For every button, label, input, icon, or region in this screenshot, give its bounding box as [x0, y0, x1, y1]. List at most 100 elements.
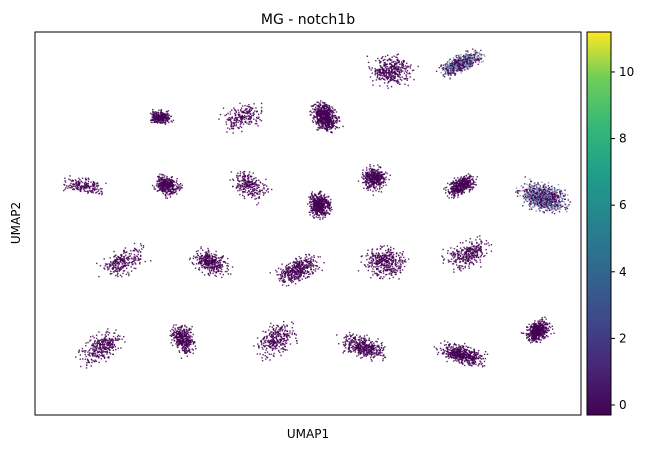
scatter-point — [320, 194, 322, 196]
scatter-point — [371, 72, 373, 74]
scatter-point — [389, 57, 391, 60]
scatter-point — [254, 122, 257, 125]
scatter-point — [87, 184, 89, 186]
scatter-point — [454, 66, 456, 68]
scatter-point — [317, 206, 319, 208]
scatter-point — [365, 182, 367, 184]
scatter-point — [465, 60, 467, 62]
scatter-point — [456, 185, 458, 187]
scatter-point — [396, 73, 398, 75]
scatter-point — [552, 192, 554, 195]
scatter-point — [396, 62, 398, 64]
scatter-point — [559, 203, 562, 206]
scatter-point — [386, 63, 388, 65]
scatter-point — [470, 186, 473, 188]
scatter-point — [240, 186, 242, 188]
scatter-point — [311, 120, 314, 122]
scatter-point — [323, 214, 325, 216]
scatter-point — [323, 203, 325, 205]
scatter-point — [320, 203, 322, 206]
scatter-point — [166, 177, 169, 180]
scatter-point — [316, 109, 319, 111]
scatter-point — [370, 173, 372, 175]
scatter-point — [330, 110, 332, 112]
scatter-point — [79, 190, 82, 193]
scatter-point — [397, 70, 399, 73]
scatter-point — [336, 119, 338, 122]
scatter-point — [257, 197, 260, 199]
scatter-point — [323, 111, 326, 114]
scatter-point — [263, 192, 265, 195]
scatter-point — [166, 197, 169, 199]
scatter-point — [70, 180, 73, 182]
scatter-point — [452, 193, 454, 195]
scatter-point — [161, 186, 163, 188]
scatter-point — [326, 104, 329, 106]
scatter-point — [456, 69, 459, 71]
scatter-point — [230, 120, 232, 123]
scatter-point — [469, 60, 471, 63]
scatter-point — [86, 183, 88, 185]
scatter-point — [363, 178, 365, 180]
scatter-point — [338, 117, 340, 119]
scatter-point — [550, 204, 552, 206]
scatter-point — [177, 184, 180, 186]
scatter-point — [99, 187, 102, 190]
scatter-point — [267, 191, 269, 193]
scatter-point — [449, 183, 451, 186]
scatter-point — [392, 68, 394, 70]
scatter-point — [228, 118, 231, 121]
scatter-point — [323, 117, 325, 119]
cluster-c1 — [149, 108, 175, 125]
scatter-point — [396, 80, 398, 82]
scatter-point — [329, 128, 331, 130]
scatter-point — [545, 186, 547, 188]
scatter-point — [244, 175, 247, 177]
scatter-point — [314, 205, 316, 207]
scatter-point — [328, 115, 330, 117]
scatter-point — [454, 74, 456, 76]
scatter-point — [444, 73, 446, 76]
scatter-point — [172, 192, 174, 194]
scatter-point — [152, 114, 154, 117]
scatter-point — [397, 66, 399, 68]
scatter-point — [461, 189, 464, 192]
scatter-point — [338, 116, 340, 118]
scatter-point — [224, 114, 226, 117]
scatter-point — [243, 173, 245, 176]
scatter-point — [326, 114, 328, 116]
scatter-point — [464, 179, 467, 181]
scatter-point — [379, 85, 381, 87]
scatter-point — [315, 209, 318, 211]
scatter-point — [388, 81, 390, 83]
scatter-point — [547, 188, 549, 190]
scatter-point — [72, 183, 74, 185]
cluster-c10 — [357, 163, 391, 196]
scatter-point — [252, 113, 254, 115]
scatter-point — [258, 184, 260, 187]
scatter-point — [379, 62, 381, 64]
scatter-point — [168, 114, 170, 116]
scatter-point — [170, 182, 172, 184]
scatter-point — [325, 122, 327, 124]
scatter-point — [246, 184, 248, 186]
scatter-point — [467, 186, 470, 189]
scatter-point — [325, 211, 327, 213]
scatter-point — [451, 190, 453, 193]
scatter-point — [313, 206, 315, 209]
scatter-point — [444, 187, 446, 189]
scatter-point — [450, 182, 452, 184]
scatter-point — [234, 119, 236, 121]
scatter-point — [329, 113, 331, 116]
scatter-point — [448, 197, 450, 199]
scatter-point — [406, 66, 408, 68]
scatter-point — [553, 207, 556, 210]
scatter-point — [326, 199, 328, 201]
scatter-point — [392, 79, 394, 81]
scatter-point — [158, 184, 160, 187]
scatter-point — [327, 204, 329, 206]
scatter-point — [373, 173, 375, 175]
scatter-point — [390, 85, 393, 88]
scatter-point — [160, 112, 163, 114]
scatter-point — [377, 171, 380, 174]
